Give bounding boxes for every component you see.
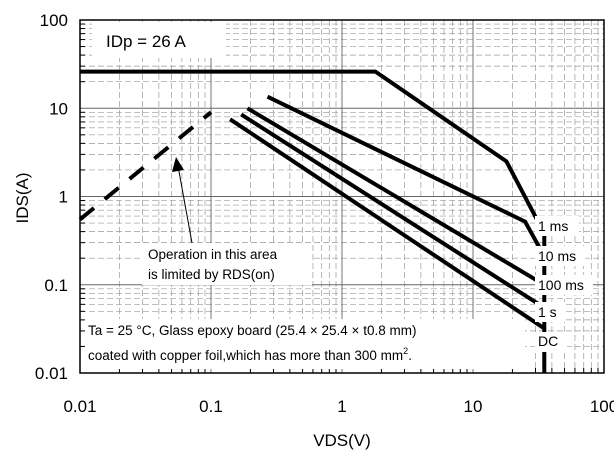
x-tick-label: 10 xyxy=(464,397,483,416)
board-note-line2: coated with copper foil,which has more t… xyxy=(88,346,412,363)
series-line-dc xyxy=(228,117,546,331)
y-tick-label: 0.01 xyxy=(35,364,68,383)
board-note-background xyxy=(85,319,525,369)
y-tick-label: 10 xyxy=(49,99,68,118)
y-axis-title: IDS(A) xyxy=(13,173,32,224)
rds-note-arrowhead xyxy=(172,157,184,172)
rds-note-line1: Operation in this area xyxy=(148,247,278,262)
curve-label-10ms-bg xyxy=(535,246,585,266)
idp-label: IDp = 26 A xyxy=(106,32,187,51)
curve-label-1ms: 1 ms xyxy=(538,218,568,234)
board-note-period: . xyxy=(408,348,412,363)
curve-label-1s: 1 s xyxy=(538,304,557,320)
rds-limit-dashed-line xyxy=(78,110,213,221)
curve-label-100ms-bg xyxy=(535,275,593,295)
plot-frame xyxy=(79,19,605,374)
x-tick-label: 0.1 xyxy=(199,397,223,416)
x-tick-label: 100 xyxy=(590,397,614,416)
x-tick-label: 1 xyxy=(337,397,346,416)
y-tick-label: 1 xyxy=(59,188,68,207)
x-tick-label: 0.01 xyxy=(63,397,96,416)
series-line-10ms xyxy=(266,94,547,258)
tick-labels: 0.01 0.1 1 10 100 0.01 0.1 1 10 100 xyxy=(35,11,614,416)
board-note-superscript: 2 xyxy=(403,346,408,356)
curve-label-10ms: 10 ms xyxy=(538,248,576,264)
series-line-100ms xyxy=(246,106,546,287)
board-note-line2-text: coated with copper foil,which has more t… xyxy=(88,348,403,363)
curve-label-1s-bg xyxy=(535,302,565,322)
board-note-line1: Ta = 25 °C, Glass epoxy board (25.4 × 25… xyxy=(88,323,416,338)
idp-label-background xyxy=(92,22,226,58)
series-line-1s xyxy=(240,112,546,310)
curve-label-1ms-bg xyxy=(535,216,579,236)
x-axis-title: VDS(V) xyxy=(313,431,371,450)
curve-label-100ms: 100 ms xyxy=(538,277,584,293)
y-tick-label: 100 xyxy=(40,11,68,30)
curve-labels: 1 ms 10 ms 100 ms 1 s DC xyxy=(535,216,593,352)
rds-note-background xyxy=(142,243,312,285)
rds-note-line2: is limited by RDS(on) xyxy=(148,267,275,282)
curve-label-dc: DC xyxy=(538,333,558,349)
curve-label-dc-bg xyxy=(535,332,567,352)
rds-note-arrow-line xyxy=(177,165,193,244)
y-tick-label: 0.1 xyxy=(44,276,68,295)
